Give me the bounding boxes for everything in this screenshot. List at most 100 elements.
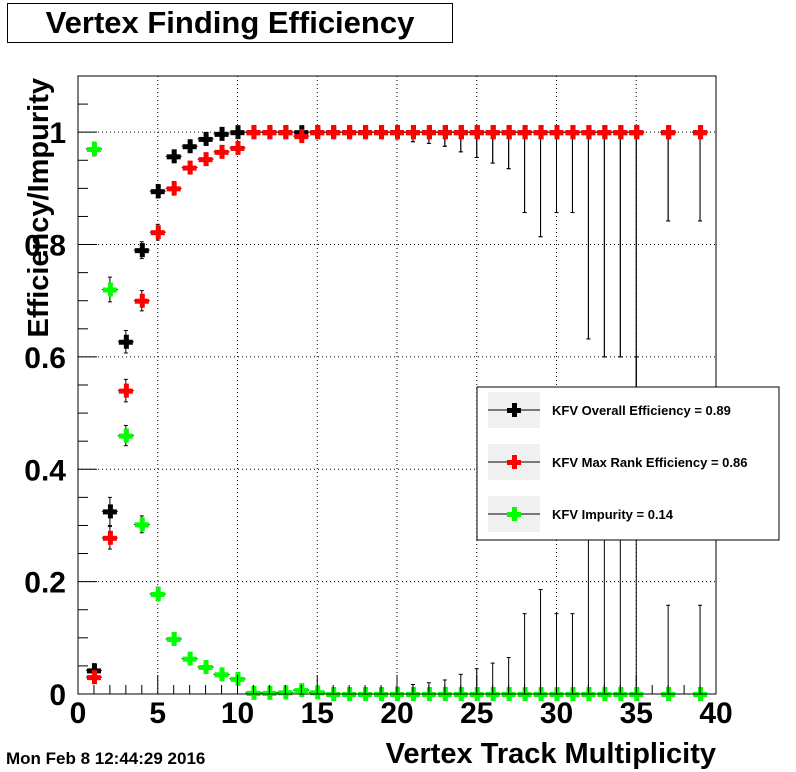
x-axis-title: Vertex Track Multiplicity bbox=[386, 738, 716, 770]
marker-vbar bbox=[155, 586, 161, 601]
marker-vbar bbox=[123, 383, 129, 398]
point-marker bbox=[262, 125, 277, 140]
marker-vbar bbox=[442, 125, 448, 140]
point-marker bbox=[549, 125, 564, 140]
point-marker bbox=[565, 125, 580, 140]
marker-vbar bbox=[123, 428, 129, 443]
marker-vbar bbox=[512, 403, 517, 417]
marker-vbar bbox=[299, 129, 305, 144]
data-point bbox=[101, 496, 118, 526]
x-tick-label: 25 bbox=[460, 697, 493, 730]
data-point bbox=[516, 125, 533, 214]
data-point bbox=[197, 131, 214, 146]
marker-vbar bbox=[91, 142, 97, 157]
marker-vbar bbox=[512, 455, 517, 469]
data-point bbox=[101, 276, 118, 303]
marker-vbar bbox=[187, 160, 193, 175]
point-marker bbox=[246, 125, 261, 140]
y-tick-label: 1 bbox=[49, 117, 66, 150]
point-marker bbox=[533, 125, 548, 140]
axis-ticks bbox=[77, 75, 717, 695]
marker-vbar bbox=[139, 243, 145, 258]
data-point bbox=[117, 424, 134, 447]
marker-vbar bbox=[506, 125, 512, 140]
marker-vbar bbox=[91, 670, 97, 685]
point-marker bbox=[118, 383, 133, 398]
marker-vbar bbox=[570, 125, 576, 140]
series-1 bbox=[85, 125, 709, 685]
point-marker bbox=[453, 125, 468, 140]
data-point bbox=[548, 125, 565, 214]
data-point bbox=[229, 125, 246, 140]
marker-vbar bbox=[107, 504, 113, 519]
marker-vbar bbox=[219, 144, 225, 159]
x-tick-label: 30 bbox=[540, 697, 573, 730]
data-point bbox=[660, 125, 677, 222]
data-point bbox=[532, 125, 549, 238]
point-marker bbox=[166, 149, 181, 164]
marker-vbar bbox=[139, 293, 145, 308]
marker-vbar bbox=[331, 125, 337, 140]
data-point bbox=[85, 141, 102, 157]
data-marks bbox=[85, 125, 709, 701]
marker-vbar bbox=[458, 125, 464, 140]
point-marker bbox=[230, 125, 245, 140]
data-point bbox=[117, 378, 134, 403]
point-marker bbox=[485, 125, 500, 140]
marker-vbar bbox=[187, 139, 193, 154]
data-point bbox=[596, 125, 613, 358]
point-marker bbox=[405, 125, 420, 140]
data-point bbox=[85, 670, 102, 685]
x-tick-label: 0 bbox=[70, 697, 87, 730]
data-point bbox=[181, 160, 198, 175]
point-marker bbox=[310, 125, 325, 140]
marker-vbar bbox=[171, 631, 177, 646]
data-point bbox=[484, 125, 501, 164]
legend-label: KFV Overall Efficiency = 0.89 bbox=[552, 403, 731, 418]
data-point bbox=[373, 125, 390, 140]
data-point bbox=[165, 631, 182, 646]
y-tick-label: 0.8 bbox=[24, 230, 66, 263]
legend-entry: KFV Impurity = 0.14 bbox=[488, 496, 674, 532]
legend-marker bbox=[507, 403, 521, 417]
point-marker bbox=[294, 129, 309, 144]
point-marker bbox=[118, 334, 133, 349]
data-point bbox=[532, 589, 549, 701]
data-point bbox=[213, 667, 230, 682]
point-marker bbox=[613, 125, 628, 140]
point-marker bbox=[390, 125, 404, 140]
marker-vbar bbox=[395, 125, 400, 140]
point-marker bbox=[358, 125, 373, 140]
x-tick-label: 5 bbox=[149, 697, 166, 730]
marker-vbar bbox=[634, 125, 640, 140]
data-point bbox=[181, 139, 198, 154]
data-point bbox=[325, 125, 342, 140]
marker-vbar bbox=[203, 660, 209, 675]
marker-vbar bbox=[235, 140, 241, 155]
data-point bbox=[165, 181, 182, 196]
data-point bbox=[245, 125, 262, 140]
x-tick-label: 10 bbox=[221, 697, 254, 730]
data-point bbox=[277, 125, 294, 140]
point-marker bbox=[118, 428, 133, 443]
data-point bbox=[213, 126, 230, 141]
marker-vbar bbox=[251, 125, 257, 140]
data-point bbox=[404, 125, 421, 143]
title-box: Vertex Finding Efficiency bbox=[7, 3, 453, 43]
point-marker bbox=[374, 125, 389, 140]
data-point bbox=[452, 125, 469, 153]
data-point bbox=[229, 140, 246, 155]
marker-vbar bbox=[490, 125, 496, 140]
marker-vbar bbox=[315, 125, 321, 140]
marker-vbar bbox=[410, 125, 416, 140]
marker-vbar bbox=[512, 507, 517, 521]
point-marker bbox=[581, 125, 596, 140]
data-point bbox=[165, 149, 182, 164]
point-marker bbox=[182, 651, 197, 666]
marker-vbar bbox=[123, 334, 129, 349]
point-marker bbox=[342, 125, 357, 140]
legend-label: KFV Impurity = 0.14 bbox=[552, 507, 674, 522]
legend-marker bbox=[507, 455, 521, 469]
point-marker bbox=[182, 160, 197, 175]
point-marker bbox=[102, 282, 117, 297]
